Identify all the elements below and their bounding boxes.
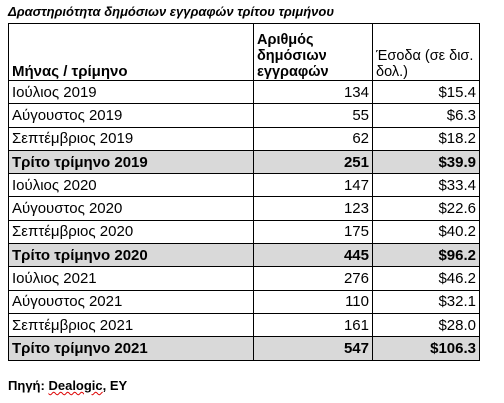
table-cell: $40.2 bbox=[372, 219, 480, 245]
table-cell: Ιούλιος 2021 bbox=[8, 266, 254, 291]
table-cell: $39.9 bbox=[372, 149, 480, 175]
table-cell: 62 bbox=[253, 126, 373, 151]
table-cell: $46.2 bbox=[372, 266, 480, 291]
table-row: Αύγουστος 2019 55 $6.3 bbox=[8, 103, 480, 128]
table-row: Ιούλιος 2019 134 $15.4 bbox=[8, 79, 480, 105]
table-cell: Ιούλιος 2020 bbox=[8, 173, 254, 198]
table-cell: Αύγουστος 2020 bbox=[8, 196, 254, 221]
table-cell: $106.3 bbox=[372, 336, 480, 361]
table-cell: Σεπτέμβριος 2019 bbox=[8, 126, 254, 151]
source: , EY bbox=[102, 378, 128, 393]
table-cell: $96.2 bbox=[372, 243, 480, 268]
table-cell: Σεπτέμβριος 2020 bbox=[8, 219, 254, 245]
table-cell: 123 bbox=[253, 196, 373, 221]
table-cell: 134 bbox=[253, 79, 373, 105]
table-cell: $18.2 bbox=[372, 126, 480, 151]
footer: Πηγή: Dealogic, EY bbox=[8, 378, 127, 393]
table-cell: 161 bbox=[253, 312, 373, 338]
column-header: Έσοδα (σε δισ. δολ.) bbox=[372, 23, 480, 81]
table-cell: 276 bbox=[253, 266, 373, 291]
table-row: Τρίτο τρίμηνο 2021 547 $106.3 bbox=[8, 336, 480, 361]
table-cell: $15.4 bbox=[372, 79, 480, 105]
table-row: Αύγουστος 2020 123 $22.6 bbox=[8, 196, 480, 221]
table-row: Τρίτο τρίμηνο 2019 251 $39.9 bbox=[8, 149, 480, 175]
table-cell: Ιούλιος 2019 bbox=[8, 79, 254, 105]
table-row: Ιούλιος 2021 276 $46.2 bbox=[8, 266, 480, 291]
table-cell: 445 bbox=[253, 243, 373, 268]
table-cell: $22.6 bbox=[372, 196, 480, 221]
table-cell: 147 bbox=[253, 173, 373, 198]
column-header: Αριθμός δημόσιων εγγραφών bbox=[253, 23, 373, 81]
table-row: Ιούλιος 2020 147 $33.4 bbox=[8, 173, 480, 198]
header-row: Μήνας / τρίμηνο Αριθμός δημόσιων εγγραφώ… bbox=[8, 23, 480, 81]
table-cell: Αύγουστος 2019 bbox=[8, 103, 254, 128]
table-cell: $33.4 bbox=[372, 173, 480, 198]
table-row: Τρίτο τρίμηνο 2020 445 $96.2 bbox=[8, 243, 480, 268]
table-cell: Τρίτο τρίμηνο 2020 bbox=[8, 243, 254, 268]
title: Δραστηριότητα δημόσιων εγγραφών τρίτου τ… bbox=[8, 4, 335, 19]
table-cell: 547 bbox=[253, 336, 373, 361]
table-cell: Τρίτο τρίμηνο 2021 bbox=[8, 336, 254, 361]
source-label: Πηγή: bbox=[8, 378, 45, 393]
table-cell: Τρίτο τρίμηνο 2019 bbox=[8, 149, 254, 175]
table-cell: 175 bbox=[253, 219, 373, 245]
table: Μήνας / τρίμηνο Αριθμός δημόσιων εγγραφώ… bbox=[8, 23, 480, 361]
table-row: Σεπτέμβριος 2019 62 $18.2 bbox=[8, 126, 480, 151]
table-row: Σεπτέμβριος 2021 161 $28.0 bbox=[8, 312, 480, 338]
table-cell: Αύγουστος 2021 bbox=[8, 289, 254, 314]
column-header: Μήνας / τρίμηνο bbox=[8, 23, 254, 81]
table-row: Σεπτέμβριος 2020 175 $40.2 bbox=[8, 219, 480, 245]
table-cell: 110 bbox=[253, 289, 373, 314]
source: Dealogic bbox=[48, 378, 103, 393]
table-cell: $28.0 bbox=[372, 312, 480, 338]
table-cell: $32.1 bbox=[372, 289, 480, 314]
table-cell: Σεπτέμβριος 2021 bbox=[8, 312, 254, 338]
table-cell: $6.3 bbox=[372, 103, 480, 128]
table-cell: 55 bbox=[253, 103, 373, 128]
table-cell: 251 bbox=[253, 149, 373, 175]
table-row: Αύγουστος 2021 110 $32.1 bbox=[8, 289, 480, 314]
